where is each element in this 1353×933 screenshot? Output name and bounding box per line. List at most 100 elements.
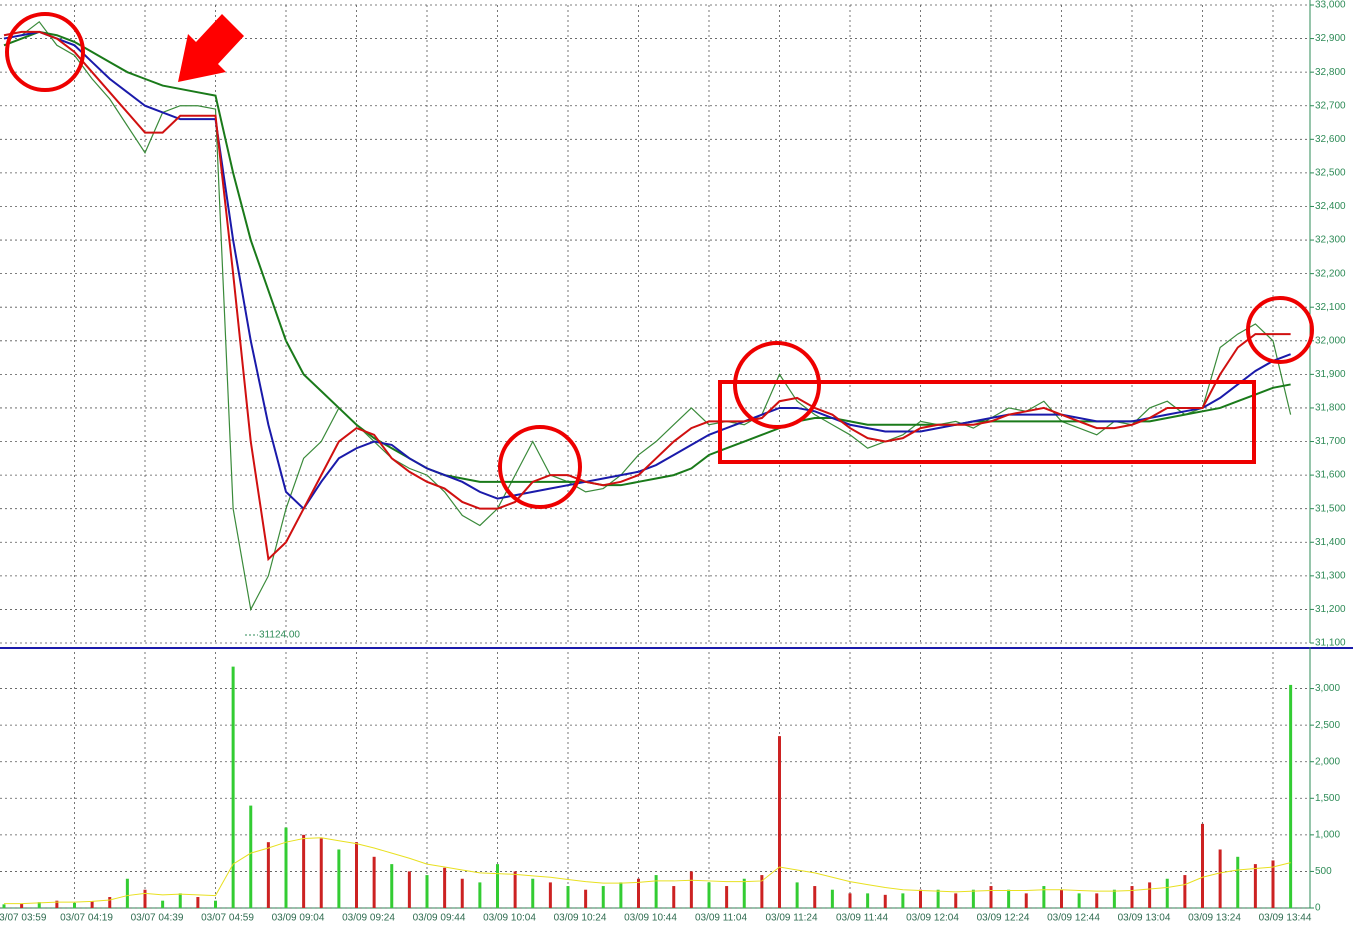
volume-bar <box>901 893 905 908</box>
volume-bar <box>725 886 729 908</box>
x-tick-label: 03/09 11:04 <box>695 913 748 924</box>
volume-bar <box>637 878 640 908</box>
y-tick-label: 31,600 <box>1315 470 1346 481</box>
volume-bar <box>531 878 535 908</box>
volume-bar <box>443 867 447 908</box>
y-tick-label: 2,000 <box>1315 756 1340 767</box>
y-tick-label: 3,000 <box>1315 683 1340 694</box>
volume-bar <box>866 893 870 908</box>
series-line <box>3 20 1292 612</box>
volume-bar <box>161 900 165 908</box>
volume-bar <box>266 842 270 908</box>
volume-bar <box>73 902 76 908</box>
volume-bar <box>936 889 940 908</box>
y-tick-label: 32,300 <box>1315 235 1346 246</box>
y-tick-label: 32,600 <box>1315 134 1346 145</box>
volume-bar <box>1218 849 1222 908</box>
x-tick-label: 03/07 04:19 <box>60 913 113 924</box>
volume-bar <box>795 882 799 908</box>
volume-bar <box>1253 864 1257 908</box>
y-tick-label: 32,200 <box>1315 268 1346 279</box>
y-tick-label: 31,200 <box>1315 604 1346 615</box>
x-tick-label: 03/07 04:59 <box>201 913 254 924</box>
x-tick-label: 03/09 11:44 <box>836 913 889 924</box>
volume-bar <box>513 871 517 908</box>
annotations <box>5 12 1314 509</box>
highlight-box <box>718 380 1256 464</box>
volume-bar <box>425 875 429 908</box>
volume-bar <box>1042 886 1046 908</box>
x-tick-label: 03/09 12:44 <box>1047 913 1100 924</box>
y-tick-label: 31,500 <box>1315 503 1346 514</box>
y-tick-label: 0 <box>1315 903 1321 914</box>
volume-bar <box>460 878 464 908</box>
volume-bar <box>654 875 658 908</box>
volume-bar <box>214 900 217 908</box>
y-tick-label: 32,700 <box>1315 100 1346 111</box>
volume-bar <box>989 886 993 908</box>
volume-bar <box>37 902 41 908</box>
volume-bar <box>108 897 112 908</box>
volume-bar <box>707 882 711 908</box>
y-tick-label: 32,800 <box>1315 67 1346 78</box>
x-tick-label: 03/09 12:24 <box>977 913 1030 924</box>
volume-bar <box>954 893 958 908</box>
y-tick-label: 31,100 <box>1315 638 1346 649</box>
series-line <box>3 30 1291 511</box>
volume-bar <box>1060 889 1063 908</box>
volume-bar <box>143 889 147 908</box>
volume-bar <box>584 889 588 908</box>
x-tick-label: 03/09 13:24 <box>1188 913 1241 924</box>
volume-bar <box>1095 893 1099 908</box>
volume-bar <box>778 736 781 908</box>
volume-bar <box>848 893 852 908</box>
arrow <box>178 14 244 82</box>
volume-bar <box>1077 893 1081 908</box>
volume-bar <box>90 901 94 908</box>
volume-bar <box>20 903 24 908</box>
volume-bar <box>1130 886 1134 908</box>
y-tick-label: 32,500 <box>1315 168 1346 179</box>
volume-bar <box>407 871 411 908</box>
x-tick-label: 03/09 10:24 <box>554 913 607 924</box>
x-tick-label: 03/09 09:24 <box>342 913 395 924</box>
y-tick-label: 1,500 <box>1315 793 1340 804</box>
volume-bar <box>302 834 306 908</box>
volume-bar <box>548 882 552 908</box>
volume-bar <box>813 886 817 908</box>
volume-bar <box>566 886 570 908</box>
volume-bar <box>319 838 323 908</box>
y-tick-label: 32,900 <box>1315 33 1346 44</box>
volume-bar <box>337 849 341 908</box>
volume-bar <box>284 827 288 908</box>
volume-bar <box>1271 860 1275 908</box>
volume-bar <box>372 856 376 908</box>
volume-bar <box>1148 882 1152 908</box>
volume-bar <box>231 666 235 908</box>
volume-bar <box>760 875 764 908</box>
highlight-circle <box>5 12 85 92</box>
y-tick-label: 31,900 <box>1315 369 1346 380</box>
x-tick-label: 03/09 13:44 <box>1259 913 1312 924</box>
x-tick-label: 03/07 04:39 <box>131 913 184 924</box>
volume-bar <box>196 897 200 908</box>
x-tick-label: 03/09 10:44 <box>624 913 677 924</box>
volume-bar <box>919 889 922 908</box>
volume-bar <box>496 864 499 908</box>
volume-bar <box>672 886 676 908</box>
volume-bar <box>390 864 394 908</box>
series-line <box>3 30 1291 562</box>
y-tick-label: 1,000 <box>1315 829 1340 840</box>
y-tick-label: 500 <box>1315 866 1332 877</box>
y-tick-label: 31,400 <box>1315 537 1346 548</box>
volume-bar <box>125 878 129 908</box>
y-tick-label: 32,100 <box>1315 302 1346 313</box>
y-tick-label: 31,800 <box>1315 403 1346 414</box>
volume-bar <box>178 893 182 908</box>
volume-bar <box>1024 893 1028 908</box>
volume-bar <box>249 805 253 908</box>
volume-bar <box>355 842 358 908</box>
volume-bar <box>1007 889 1011 908</box>
